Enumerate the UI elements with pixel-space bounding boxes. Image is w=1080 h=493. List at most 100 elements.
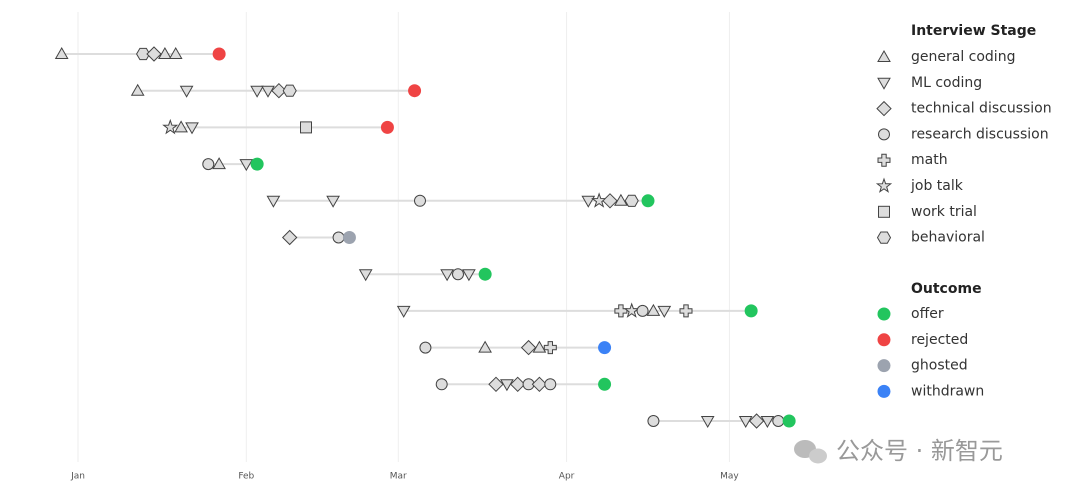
stage-marker: [54, 46, 69, 59]
legend-symbol: [877, 384, 891, 398]
stage-marker: [162, 118, 179, 135]
stage-marker: [271, 82, 287, 99]
legend-symbol: [877, 333, 891, 347]
legend-symbol: [877, 359, 891, 373]
stage-marker: [623, 302, 640, 318]
stage-marker: [636, 304, 649, 317]
legend-label: general coding: [911, 49, 1015, 65]
x-tick-label: Apr: [559, 472, 575, 482]
stage-marker: [760, 416, 775, 429]
stage-marker: [396, 305, 411, 318]
stage-marker: [250, 85, 264, 98]
marks-layer: [54, 46, 796, 429]
outcome-marker: [744, 304, 758, 318]
legend-label: math: [911, 152, 948, 168]
stage-marker: [202, 158, 215, 171]
stage-marker: [624, 194, 639, 207]
outcome-marker: [212, 47, 226, 61]
x-tick-label: May: [720, 472, 739, 482]
stage-marker: [281, 229, 298, 246]
legend-label: job talk: [910, 178, 964, 194]
outcome-marker: [342, 231, 356, 244]
legend-label: ghosted: [911, 358, 968, 374]
stage-marker: [500, 379, 514, 392]
outcome-marker: [478, 267, 492, 281]
stage-marker: [146, 46, 162, 62]
stage-marker: [646, 303, 661, 316]
stage-marker: [332, 231, 345, 244]
stage-marker: [657, 305, 672, 318]
legend-label: work trial: [911, 204, 977, 220]
stage-marker: [532, 340, 547, 353]
outcome-marker: [380, 120, 394, 134]
stage-marker: [679, 304, 693, 318]
stage-marker: [179, 85, 194, 98]
stage-marker: [419, 341, 432, 354]
grid-layer: Jan Feb Mar Apr May: [70, 12, 739, 482]
stage-marker: [602, 193, 618, 209]
stage-marker: [462, 269, 476, 282]
outcome-marker: [250, 157, 264, 171]
stage-marker: [174, 120, 188, 133]
legend-symbol: [875, 177, 893, 193]
stage-marker: [543, 341, 557, 355]
stage-marker: [212, 157, 226, 170]
stage-marker: [614, 193, 628, 206]
stage-marker: [488, 376, 504, 393]
stage-marker: [614, 304, 628, 318]
lines-layer: [61, 53, 790, 422]
stage-marker: [591, 192, 608, 208]
legend-symbol: [878, 205, 890, 218]
legend-label: withdrawn: [911, 383, 984, 399]
x-tick-label: Jan: [70, 472, 85, 482]
stage-marker: [136, 47, 151, 61]
outcome-marker: [641, 194, 655, 208]
stage-marker: [581, 195, 596, 208]
legend-label: rejected: [911, 332, 968, 348]
stage-marker: [738, 416, 753, 429]
legend-label: technical discussion: [911, 101, 1052, 117]
x-tick-label: Feb: [238, 472, 254, 482]
stage-marker: [158, 46, 172, 59]
legend-title: Outcome: [911, 281, 982, 297]
legend-symbol: [877, 49, 891, 62]
stage-marker: [700, 416, 715, 429]
stage-marker: [478, 340, 492, 353]
stage-marker: [440, 269, 454, 282]
legend-label: offer: [911, 306, 944, 322]
stage-marker: [185, 122, 199, 135]
stage-marker: [520, 339, 537, 356]
outcome-marker: [598, 377, 612, 391]
stage-marker: [509, 376, 526, 393]
stage-marker: [168, 46, 183, 59]
legend-label: ML coding: [911, 75, 982, 91]
stage-marker: [300, 121, 312, 134]
legend-symbol: [876, 100, 892, 117]
stage-marker: [772, 415, 785, 427]
stage-marker: [414, 194, 426, 207]
x-tick-label: Mar: [390, 472, 407, 482]
stage-marker: [326, 195, 340, 208]
watermark: 公众号 · 新智元: [836, 437, 1003, 465]
watermark-icon: [794, 440, 827, 464]
stage-marker: [531, 376, 548, 393]
legend-label: behavioral: [911, 230, 985, 246]
legend-symbol: [877, 77, 891, 90]
stage-marker: [452, 268, 464, 281]
stage-marker: [261, 85, 275, 98]
stage-marker: [266, 195, 281, 208]
legend-title: Interview Stage: [911, 23, 1036, 39]
stage-marker: [647, 415, 660, 427]
stage-marker: [435, 378, 448, 391]
stage-marker: [544, 378, 557, 391]
legend-layer: Interview Stage general coding ML coding te…: [875, 23, 1052, 399]
outcome-marker: [408, 84, 422, 98]
legend-label: research discussion: [911, 126, 1049, 142]
outcome-marker: [782, 414, 796, 428]
legend-symbol: [876, 231, 892, 244]
stage-marker: [239, 159, 254, 172]
stage-marker: [130, 83, 145, 96]
stage-marker: [748, 413, 765, 429]
legend-symbol: [877, 153, 891, 167]
